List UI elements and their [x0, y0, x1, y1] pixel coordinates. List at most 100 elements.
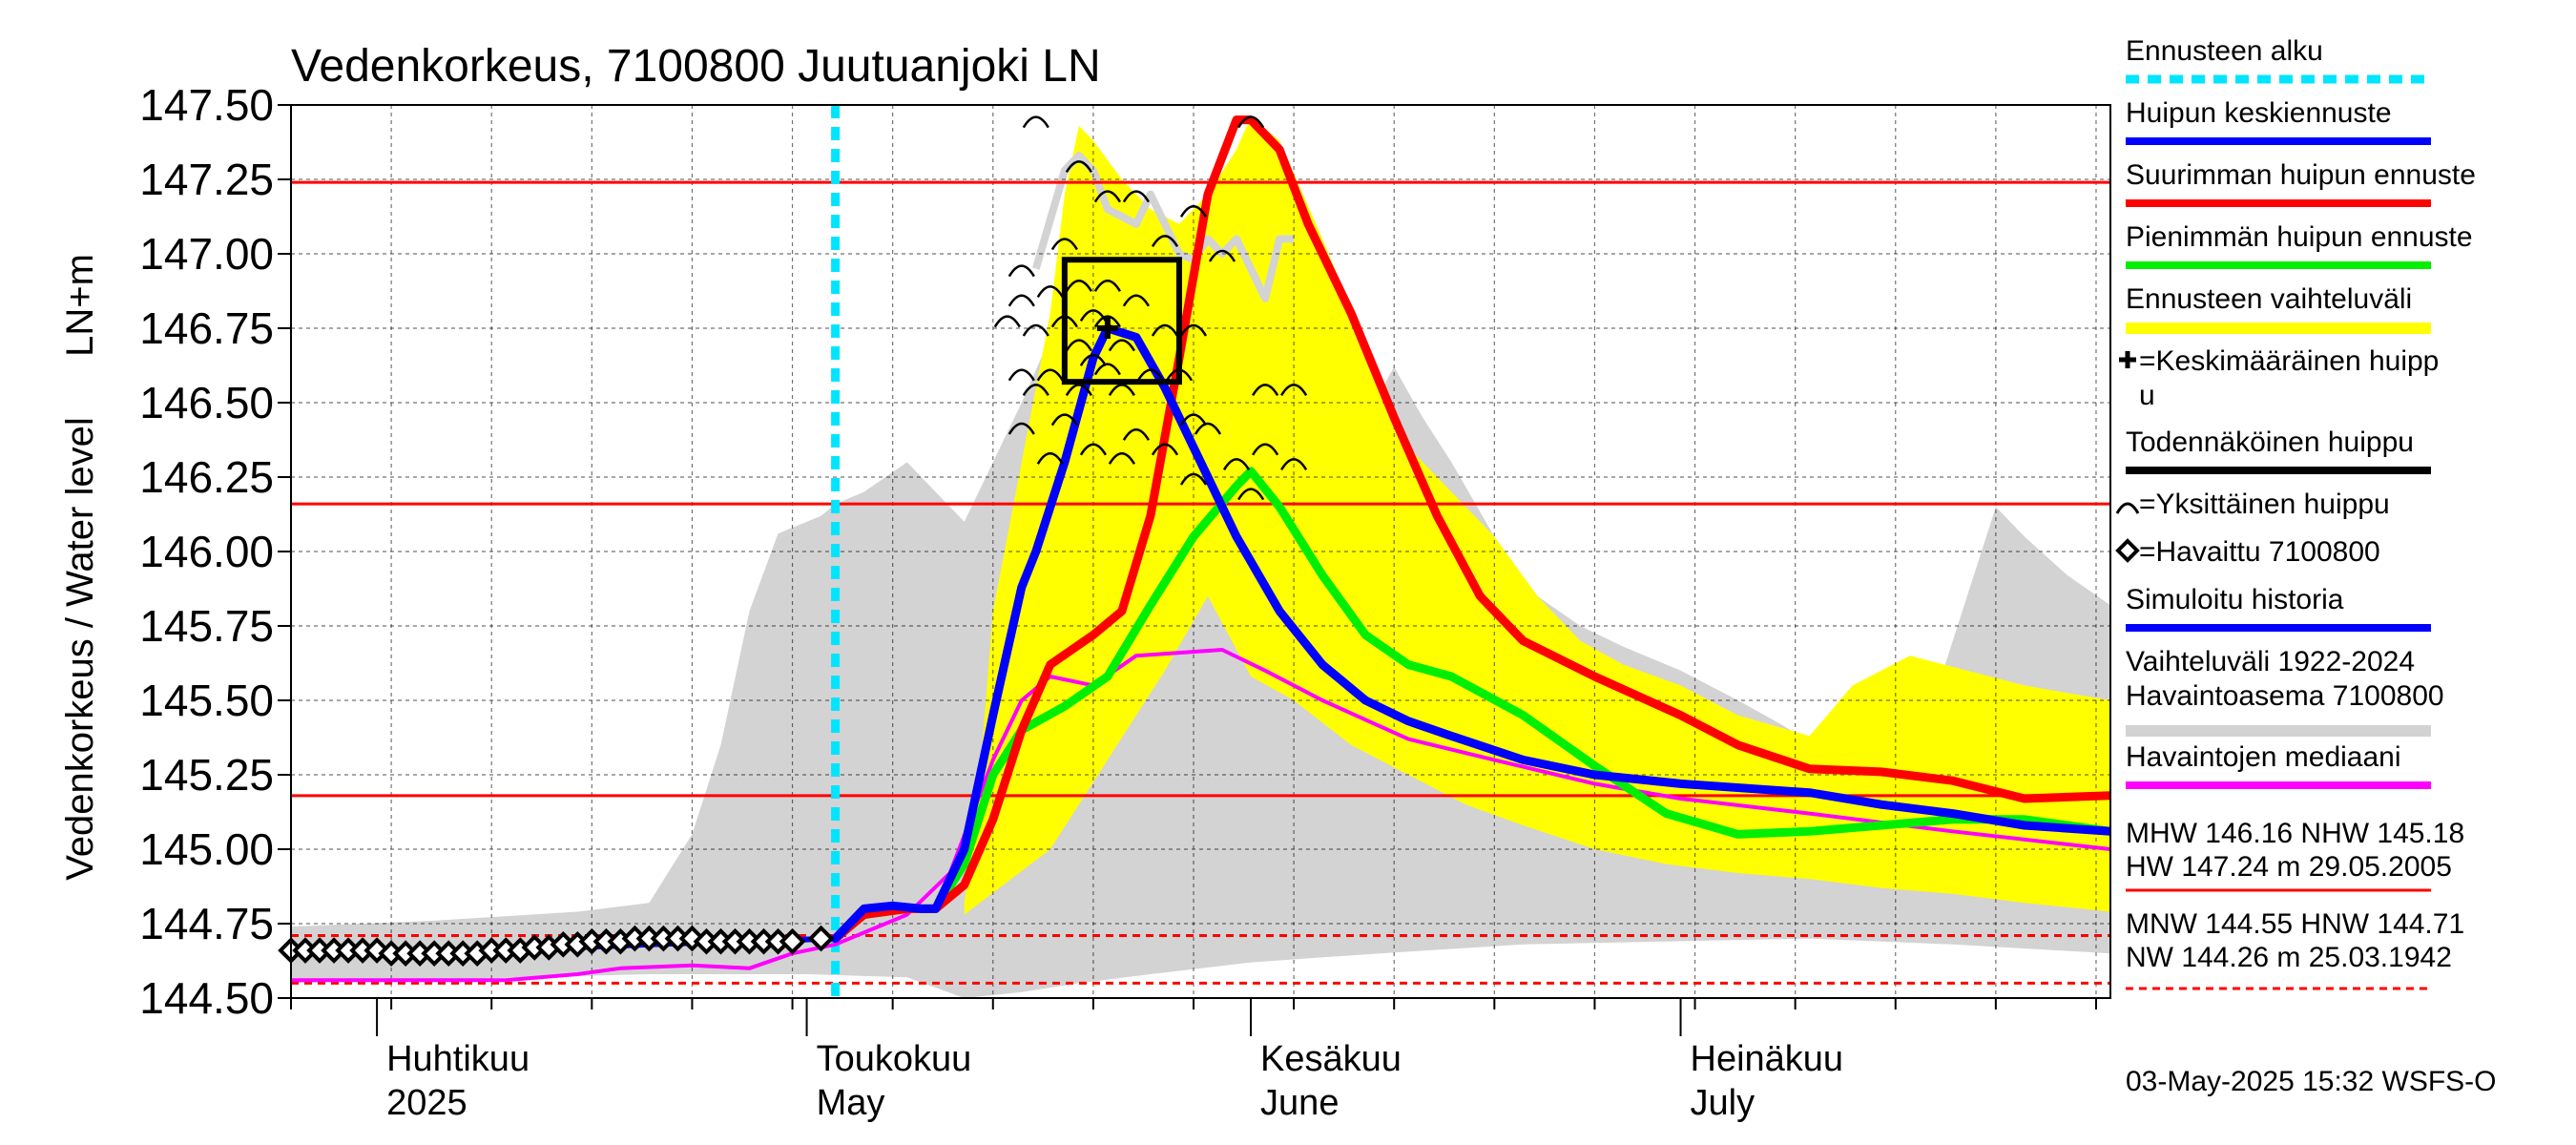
month-label-en: 2025: [386, 1083, 467, 1123]
forecast-range-band: [964, 116, 2110, 915]
legend-label2-hist: Havaintoasema 7100800: [2126, 680, 2444, 712]
stats-line-4: NW 144.26 m 25.03.1942: [2126, 942, 2452, 973]
individual-peak-marker: [1022, 115, 1049, 129]
legend-label2-avg_peak: u: [2139, 380, 2155, 411]
individual-peak-marker: [1065, 160, 1092, 174]
legend-label-ind_peak: =Yksittäinen huippu: [2139, 489, 2390, 520]
legend-label-min_peak: Pienimmän huipun ennuste: [2126, 221, 2473, 253]
individual-peak-marker: [1179, 204, 1208, 218]
individual-peak-marker: [1036, 368, 1064, 382]
y-tick-label: 147.00: [139, 229, 274, 279]
month-label-fi: Kesäkuu: [1260, 1039, 1402, 1079]
legend-label-forecast_start: Ennusteen alku: [2126, 35, 2323, 67]
legend-swatch-observed: [2115, 538, 2140, 563]
legend-label-prob_peak: Todennäköinen huippu: [2126, 427, 2414, 458]
individual-peak-marker: [1079, 443, 1107, 456]
y-axis-label: Vedenkorkeus / Water level: [59, 417, 101, 880]
individual-peak-marker: [1093, 315, 1121, 328]
individual-peak-marker: [1280, 458, 1308, 471]
legend-swatch-ind_peak: [2115, 502, 2140, 514]
month-label-fi: Heinäkuu: [1691, 1039, 1844, 1079]
y-tick-label: 144.75: [139, 899, 274, 948]
y-axis-unit-label: LN+m: [59, 254, 101, 357]
y-tick-label: 146.00: [139, 527, 274, 576]
individual-peak-marker: [1280, 384, 1308, 397]
observed-point: [678, 925, 706, 952]
plot-area: 144.50 144.75 145.00 145.25 145.50 145.75 146.…: [139, 80, 2111, 1123]
individual-peak-marker: [993, 315, 1021, 328]
individual-peak-marker: [1237, 115, 1265, 129]
individual-peak-marker: [1151, 443, 1179, 456]
individual-peak-marker: [1151, 323, 1179, 337]
series-line-1: [831, 115, 2110, 944]
individual-peak-marker: [1108, 384, 1135, 397]
observed-point: [807, 925, 835, 952]
series-line-3: [291, 648, 2110, 983]
individual-peak-marker: [1065, 279, 1092, 292]
month-label-en: July: [1691, 1083, 1755, 1123]
series-line-2: [831, 467, 2110, 944]
legend-label-hist: Vaihteluväli 1922-2024: [2126, 646, 2415, 677]
chart-title: Vedenkorkeus, 7100800 Juutuanjoki LN: [291, 41, 1101, 92]
individual-peak-marker: [1093, 279, 1121, 292]
individual-peak-marker: [1136, 368, 1164, 382]
legend-label-sim: Simuloitu historia: [2126, 584, 2344, 615]
y-tick-label: 145.25: [139, 750, 274, 800]
individual-peak-marker: [1050, 238, 1078, 251]
individual-peak-marker: [1022, 384, 1049, 397]
month-label-en: June: [1260, 1083, 1339, 1123]
legend-label-avg_peak: =Keskimääräinen huipp: [2139, 345, 2439, 377]
individual-peak-marker: [1237, 488, 1265, 501]
individual-peak-marker: [1108, 451, 1135, 465]
footer-timestamp: 03-May-2025 15:32 WSFS-O: [2126, 1066, 2497, 1097]
individual-peak-marker: [1122, 294, 1150, 307]
individual-peak-marker: [1222, 458, 1251, 471]
stats-line-1: MHW 146.16 NHW 145.18: [2126, 818, 2464, 849]
individual-peak-marker: [1122, 190, 1150, 203]
y-tick-label: 147.25: [139, 155, 274, 204]
individual-peak-marker: [1093, 190, 1121, 203]
month-label-fi: Toukokuu: [817, 1039, 972, 1079]
individual-peak-marker: [1194, 422, 1222, 435]
legend-label-range: Ennusteen vaihteluväli: [2126, 283, 2412, 315]
individual-peak-marker: [1036, 285, 1064, 299]
individual-peak-marker: [1065, 384, 1092, 397]
individual-peak-marker: [1179, 323, 1208, 337]
individual-peak-marker: [1122, 427, 1150, 441]
stats-line-3: MNW 144.55 HNW 144.71: [2126, 908, 2464, 940]
y-tick-label: 146.25: [139, 452, 274, 502]
y-tick-label: 146.50: [139, 378, 274, 427]
legend-swatch-range: [2126, 323, 2431, 334]
y-tick-label: 145.00: [139, 824, 274, 874]
individual-peak-marker: [1079, 353, 1107, 366]
y-tick-label: 145.75: [139, 601, 274, 651]
legend-label-median: Havaintojen mediaani: [2126, 741, 2401, 773]
y-tick-label: 145.50: [139, 676, 274, 725]
individual-peak-marker: [1252, 443, 1279, 456]
individual-peak-marker: [1093, 363, 1121, 376]
y-tick-label: 147.50: [139, 80, 274, 130]
individual-peak-marker: [1008, 294, 1035, 307]
individual-peak-marker: [1008, 422, 1035, 435]
individual-peak-marker: [1252, 384, 1279, 397]
legend-label-mean_peak: Huipun keskiennuste: [2126, 97, 2392, 129]
individual-peak-marker: [1022, 323, 1049, 337]
individual-peak-marker: [1179, 413, 1208, 427]
individual-peak-marker: [1036, 451, 1064, 465]
legend-swatch-hist: [2126, 725, 2431, 737]
individual-peak-marker: [1050, 413, 1078, 427]
average-peak-marker: [1096, 318, 1118, 339]
individual-peak-marker: [1208, 249, 1236, 262]
observed-point: [779, 927, 806, 955]
legend-label-max_peak: Suurimman huipun ennuste: [2126, 159, 2476, 191]
legend-swatch-avg_peak: [2119, 351, 2136, 368]
series-group: [291, 115, 2110, 983]
individual-peak-marker: [1008, 264, 1035, 278]
stats-line-2: HW 147.24 m 29.05.2005: [2126, 851, 2452, 883]
legend-label-observed: =Havaittu 7100800: [2139, 536, 2380, 568]
series-line-0: [831, 323, 2110, 944]
individual-peak-marker: [1065, 339, 1092, 352]
individual-peak-marker: [1108, 339, 1135, 352]
probable-peak-box: [1061, 257, 1182, 385]
